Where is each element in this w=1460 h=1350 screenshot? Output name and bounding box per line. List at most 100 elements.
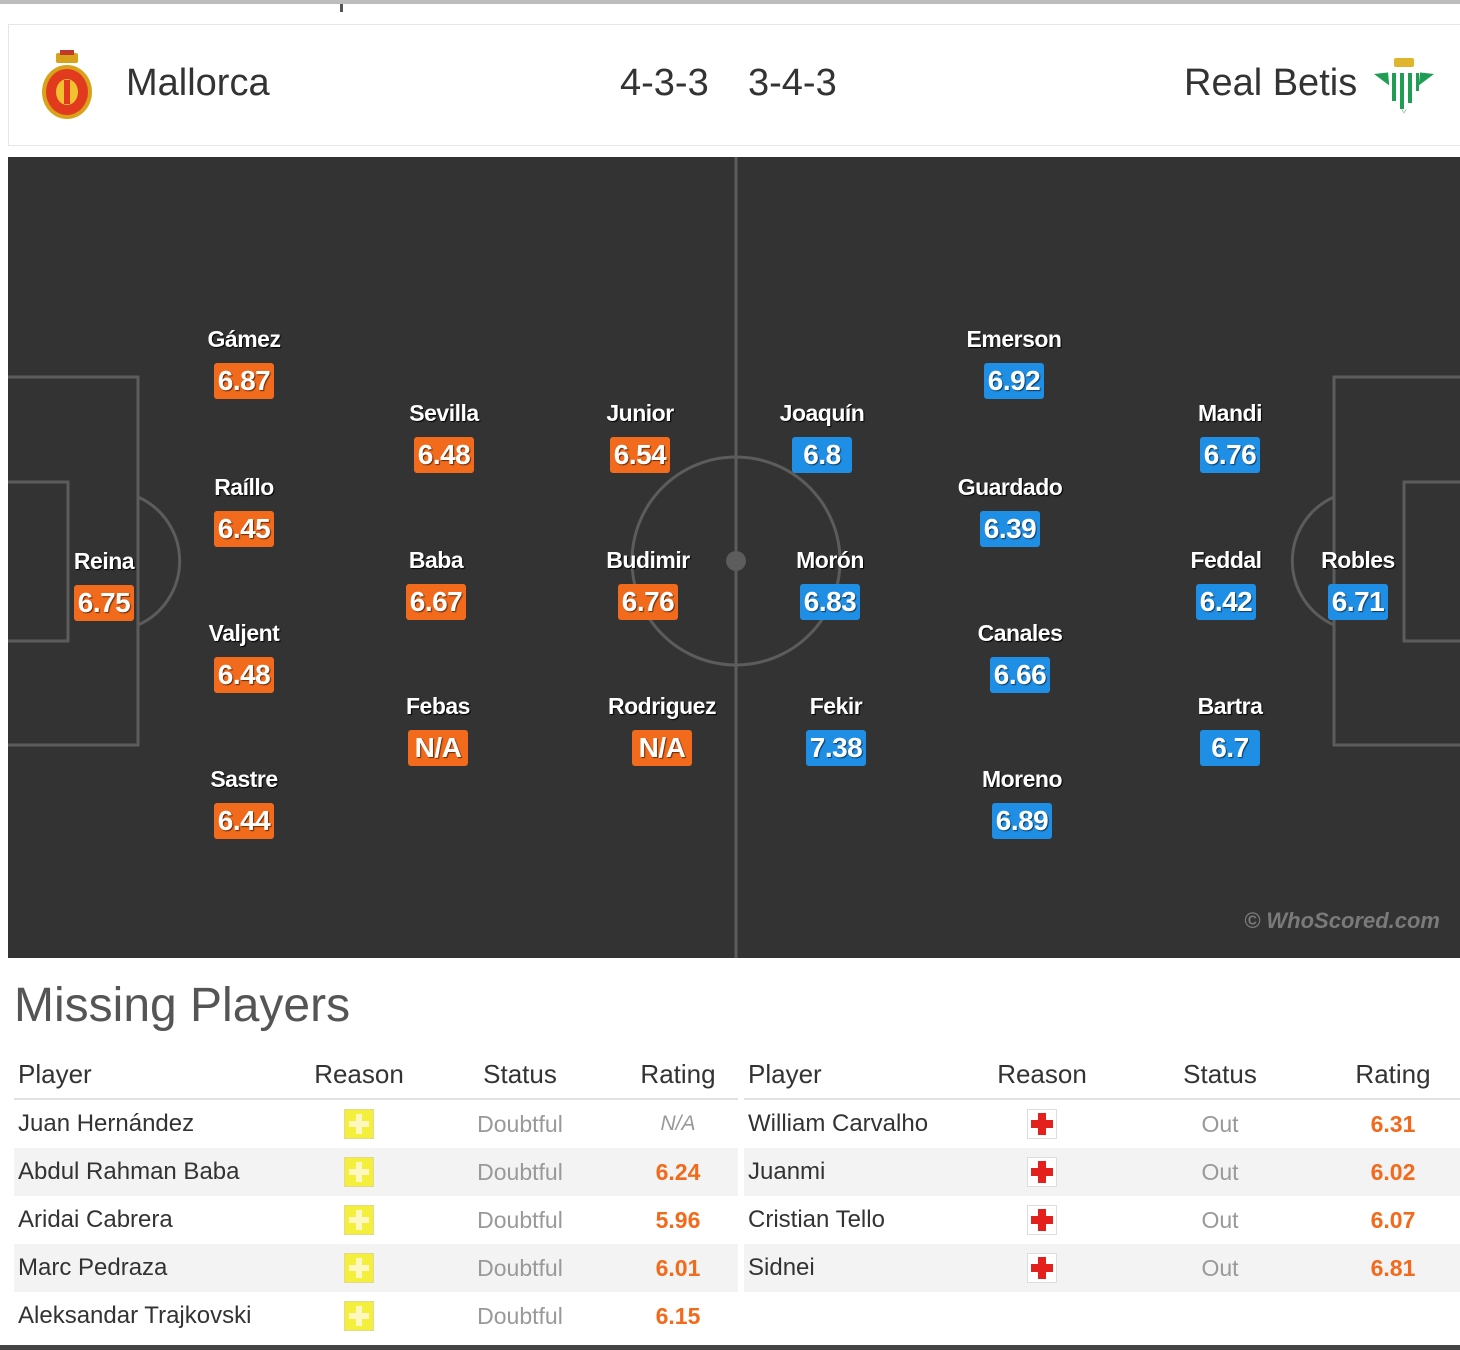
player-name: Junior [606,400,674,426]
doubtful-icon [344,1301,374,1331]
player-rating: 6.48 [414,437,474,473]
player-rating: 6.66 [990,657,1050,693]
home-player[interactable]: Reina 6.75 [34,549,174,621]
player-rating: 6.71 [1328,584,1388,620]
home-player[interactable]: Budimir 6.76 [578,548,718,620]
missing-player-name[interactable]: Aleksandar Trajkovski [18,1302,252,1329]
home-player[interactable]: Sastre 6.44 [174,767,314,839]
col-header-player[interactable]: Player [744,1050,970,1100]
home-player[interactable]: Junior 6.54 [570,401,710,473]
col-header-player[interactable]: Player [14,1050,296,1100]
home-team-name[interactable]: Mallorca [126,62,270,104]
home-player[interactable]: Baba 6.67 [366,548,506,620]
player-rating: N/A [408,730,468,766]
home-player[interactable]: Febas N/A [368,694,508,766]
pitch: Reina 6.75 Gámez 6.87 Raíllo 6.45 Valjent 6.… [8,157,1460,958]
table-row: Cristian Tello Out 6.07 [744,1196,1460,1244]
player-rating: 6.92 [984,363,1044,399]
player-name: Mandi [1198,400,1262,426]
missing-status: Out [1201,1110,1239,1137]
player-name: Febas [406,693,470,719]
pitch-markings [8,157,1460,958]
player-rating: 6.75 [74,585,134,621]
player-name: Raíllo [214,474,274,500]
player-name: Emerson [966,326,1062,352]
top-divider [0,0,1460,12]
player-rating: 6.83 [800,584,860,620]
away-missing-table: Player Reason Status Rating William Carv… [744,1050,1460,1292]
player-rating: 6.39 [980,511,1040,547]
missing-player-name[interactable]: Juan Hernández [18,1110,195,1137]
col-header-rating[interactable]: Rating [1326,1050,1460,1100]
doubtful-icon [344,1157,374,1187]
away-player[interactable]: Fekir 7.38 [766,694,906,766]
player-rating: 6.76 [1200,437,1260,473]
player-name: Sastre [210,766,278,792]
table-row: Aridai Cabrera Doubtful 5.96 [14,1196,738,1244]
player-rating: 6.7 [1200,730,1260,766]
real-betis-crest-icon [1374,58,1434,114]
missing-player-name[interactable]: Juanmi [744,1148,970,1196]
missing-player-name[interactable]: Aridai Cabrera [18,1206,173,1233]
away-player[interactable]: Morón 6.83 [760,548,900,620]
missing-rating: 6.01 [618,1244,738,1292]
away-player[interactable]: Robles 6.71 [1288,548,1428,620]
home-player[interactable]: Raíllo 6.45 [174,475,314,547]
missing-rating: N/A [660,1112,696,1135]
away-player[interactable]: Joaquín 6.8 [752,401,892,473]
col-header-reason[interactable]: Reason [296,1050,422,1100]
missing-rating: 6.81 [1326,1244,1460,1292]
home-missing-table: Player Reason Status Rating Juan Hernánd… [14,1050,738,1340]
away-player[interactable]: Mandi 6.76 [1160,401,1300,473]
player-rating: 6.67 [406,584,466,620]
bottom-divider [0,1345,1460,1350]
player-name: Gámez [207,326,281,352]
missing-rating: 5.96 [655,1206,701,1233]
player-rating: 6.76 [618,584,678,620]
table-row: Abdul Rahman Baba Doubtful 6.24 [14,1148,738,1196]
col-header-status[interactable]: Status [1114,1050,1326,1100]
away-team-name[interactable]: Real Betis [1184,62,1358,104]
missing-status: Doubtful [422,1148,618,1196]
player-name: Bartra [1197,693,1263,719]
home-player[interactable]: Valjent 6.48 [174,621,314,693]
table-header-row: Player Reason Status Rating [14,1050,738,1100]
missing-status: Doubtful [477,1110,563,1137]
player-name: Canales [977,620,1063,646]
player-rating: 6.87 [214,363,274,399]
home-player[interactable]: Sevilla 6.48 [374,401,514,473]
missing-player-name[interactable]: Sidnei [744,1244,970,1292]
table-row: Juanmi Out 6.02 [744,1148,1460,1196]
missing-player-name[interactable]: Cristian Tello [748,1206,885,1233]
home-player[interactable]: Gámez 6.87 [174,327,314,399]
top-tick [340,4,343,12]
missing-player-name[interactable]: Marc Pedraza [14,1244,296,1292]
table-row: Juan Hernández Doubtful N/A [14,1099,738,1148]
match-header [8,24,1460,146]
player-name: Valjent [208,620,280,646]
col-header-rating[interactable]: Rating [618,1050,738,1100]
watermark: © WhoScored.com [1244,908,1440,933]
player-rating: 6.45 [214,511,274,547]
missing-status: Out [1114,1148,1326,1196]
home-player[interactable]: Rodriguez N/A [592,694,732,766]
injury-icon [1027,1253,1057,1283]
missing-rating: 6.15 [655,1302,701,1329]
col-header-reason[interactable]: Reason [970,1050,1114,1100]
missing-status: Out [1201,1206,1239,1233]
away-player[interactable]: Feddal 6.42 [1156,548,1296,620]
missing-player-name[interactable]: William Carvalho [748,1110,929,1137]
player-rating: 6.42 [1196,584,1256,620]
table-row: Aleksandar Trajkovski Doubtful 6.15 [14,1292,738,1340]
missing-player-name[interactable]: Abdul Rahman Baba [14,1148,296,1196]
player-rating: N/A [632,730,692,766]
away-player[interactable]: Guardado 6.39 [940,475,1080,547]
away-player[interactable]: Moreno 6.89 [952,767,1092,839]
missing-rating: 6.31 [1370,1110,1416,1137]
injury-icon [1027,1205,1057,1235]
col-header-status[interactable]: Status [422,1050,618,1100]
away-player[interactable]: Canales 6.66 [950,621,1090,693]
away-player[interactable]: Bartra 6.7 [1160,694,1300,766]
away-player[interactable]: Emerson 6.92 [944,327,1084,399]
injury-icon [1027,1157,1057,1187]
